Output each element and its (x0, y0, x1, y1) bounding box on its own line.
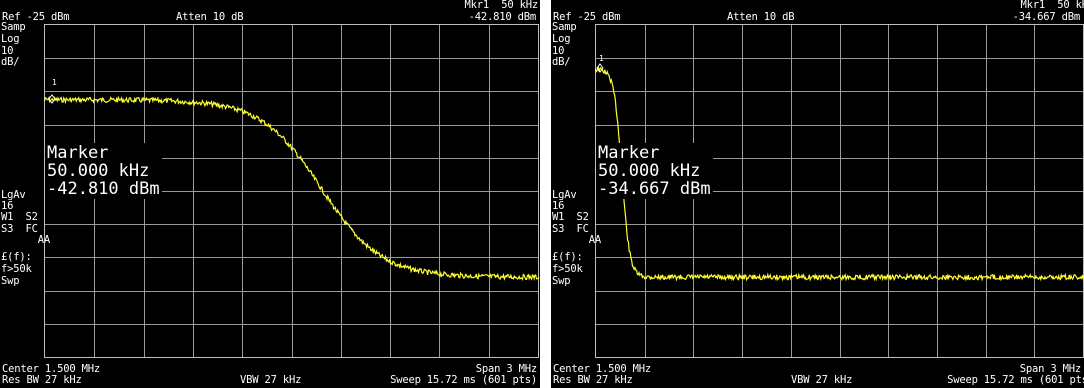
graticule-hline (45, 224, 538, 226)
marker-diamond (48, 94, 56, 104)
graticule-vline (888, 25, 890, 357)
center-frequency: Center 1.500 MHz (553, 363, 651, 375)
graticule-vline (439, 25, 441, 357)
graticule-hline (596, 290, 1083, 292)
graticule-hline (596, 257, 1083, 259)
side-label-samp: Samp (552, 21, 577, 33)
marker-readout: -34.667 dBm (1012, 11, 1081, 23)
marker-level: -42.810 dBm (47, 179, 160, 199)
marker-level: -34.667 dBm (598, 179, 711, 199)
trace-line (594, 65, 1084, 282)
sweep-time: Sweep 15.72 ms (601 pts) (947, 374, 1084, 386)
span: Span 3 MHz (1019, 363, 1081, 375)
graticule-vline (1034, 25, 1036, 357)
spectrum-trace (43, 94, 540, 282)
span: Span 3 MHz (475, 363, 537, 375)
side-label-log: Log (552, 33, 571, 45)
side-label-ff: £(f): (552, 251, 583, 263)
graticule-hline (45, 257, 538, 259)
side-label-aa: AA (552, 234, 601, 246)
side-label-s3fc: S3 FC (552, 223, 589, 235)
graticule-vline (340, 25, 342, 357)
graticule-vline (488, 25, 490, 357)
side-label-aa: AA (1, 234, 50, 246)
marker-readout: -42.810 dBm (468, 11, 537, 23)
trace-line (43, 95, 540, 282)
side-label-w1s2: W1 S2 (1, 211, 38, 223)
side-label-w1s2: W1 S2 (552, 211, 589, 223)
center-frequency: Center 1.500 MHz (2, 363, 100, 375)
marker-frequency: 50.000 kHz (598, 161, 701, 181)
attenuation: Atten 10 dB (176, 11, 244, 23)
side-label-ff: £(f): (1, 251, 32, 263)
ref-level: Ref -25 dBm (553, 11, 621, 23)
graticule-hline (596, 224, 1083, 226)
marker-title: Marker (47, 143, 109, 163)
graticule-vline (390, 25, 392, 357)
side-label-swp: Swp (552, 275, 571, 287)
side-label-avg-count: 16 (1, 200, 14, 212)
side-label-unit: dB/ (1, 56, 20, 68)
marker-header: Mkr1 50 kHz (1020, 0, 1084, 11)
side-label-f50k: f>50k (1, 263, 32, 275)
marker-annotation: Marker 50.000 kHz -34.667 dBm (596, 143, 713, 199)
video-bandwidth: VBW 27 kHz (240, 374, 302, 386)
graticule (44, 24, 539, 358)
side-label-swp: Swp (1, 275, 20, 287)
side-label-samp: Samp (1, 21, 26, 33)
resolution-bandwidth: Res BW 27 kHz (553, 374, 633, 386)
attenuation: Atten 10 dB (727, 11, 795, 23)
spectrum-trace (594, 63, 1084, 282)
graticule-hline (45, 290, 538, 292)
spectrum-panel-right: Ref -25 dBm Atten 10 dB Mkr1 50 kHz -34.… (551, 0, 1084, 388)
ref-level: Ref -25 dBm (2, 11, 70, 23)
side-label-s3fc: S3 FC (1, 223, 38, 235)
side-label-scale: 10 (1, 45, 14, 57)
graticule-hline (45, 323, 538, 325)
marker-number: 1 (52, 78, 57, 87)
graticule-vline (936, 25, 938, 357)
marker-frequency: 50.000 kHz (47, 161, 150, 181)
graticule-vline (985, 25, 987, 357)
side-label-log: Log (1, 33, 20, 45)
marker-title: Marker (598, 143, 660, 163)
spectrum-panel-left: Ref -25 dBm Atten 10 dB Mkr1 50 kHz -42.… (0, 0, 540, 388)
graticule-vline (839, 25, 841, 357)
side-label-scale: 10 (552, 45, 565, 57)
resolution-bandwidth: Res BW 27 kHz (2, 374, 82, 386)
side-label-unit: dB/ (552, 56, 571, 68)
sweep-time: Sweep 15.72 ms (601 pts) (390, 374, 537, 386)
graticule-hline (596, 323, 1083, 325)
marker-annotation: Marker 50.000 kHz -42.810 dBm (45, 143, 162, 199)
video-bandwidth: VBW 27 kHz (791, 374, 853, 386)
side-label-f50k: f>50k (552, 263, 583, 275)
marker-header: Mkr1 50 kHz (464, 0, 539, 11)
side-label-avg-count: 16 (552, 200, 565, 212)
marker-number: 1 (599, 54, 604, 63)
marker-diamond (596, 63, 604, 73)
side-label-lgav: LgAv (1, 189, 26, 201)
graticule-vline (291, 25, 293, 357)
side-label-lgav: LgAv (552, 189, 577, 201)
